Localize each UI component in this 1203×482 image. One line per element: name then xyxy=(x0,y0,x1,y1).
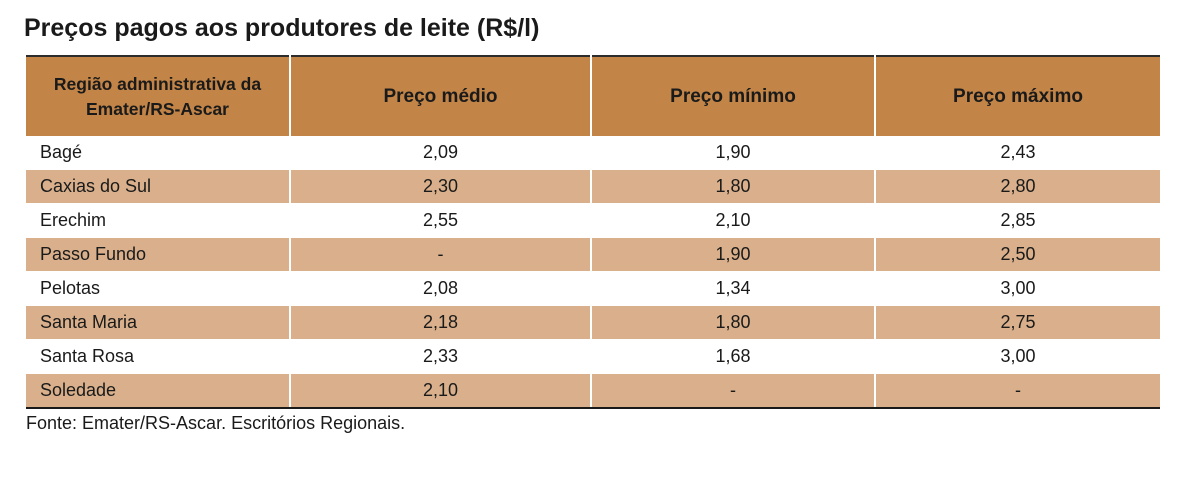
table-row: Caxias do Sul 2,30 1,80 2,80 xyxy=(26,169,1160,204)
cell-avg-price: 2,33 xyxy=(289,339,592,374)
cell-region: Soledade xyxy=(26,373,291,409)
page-title: Preços pagos aos produtores de leite (R$… xyxy=(24,14,540,42)
cell-avg-price: 2,10 xyxy=(289,373,592,409)
cell-avg-price: 2,08 xyxy=(289,271,592,306)
cell-avg-price: 2,18 xyxy=(289,305,592,340)
table-row: Passo Fundo - 1,90 2,50 xyxy=(26,237,1160,272)
cell-region: Caxias do Sul xyxy=(26,169,291,204)
price-table: Região administrativa da Emater/RS-Ascar… xyxy=(26,55,1160,409)
cell-min-price: 1,90 xyxy=(590,237,876,272)
source-note: Fonte: Emater/RS-Ascar. Escritórios Regi… xyxy=(26,413,406,433)
cell-region: Passo Fundo xyxy=(26,237,291,272)
cell-max-price: 2,80 xyxy=(874,169,1160,204)
header-max-price: Preço máximo xyxy=(874,56,1160,136)
cell-min-price: - xyxy=(590,373,876,409)
cell-region: Pelotas xyxy=(26,271,291,306)
cell-max-price: 2,50 xyxy=(874,237,1160,272)
cell-avg-price: - xyxy=(289,237,592,272)
cell-region: Santa Maria xyxy=(26,305,291,340)
cell-region: Santa Rosa xyxy=(26,339,291,374)
cell-avg-price: 2,09 xyxy=(289,136,592,170)
cell-min-price: 1,90 xyxy=(590,136,876,170)
table-row: Soledade 2,10 - - xyxy=(26,373,1160,409)
table-body: Bagé 2,09 1,90 2,43 Caxias do Sul 2,30 1… xyxy=(26,136,1160,409)
table-row: Santa Rosa 2,33 1,68 3,00 xyxy=(26,339,1160,374)
cell-min-price: 1,68 xyxy=(590,339,876,374)
table-row: Erechim 2,55 2,10 2,85 xyxy=(26,203,1160,238)
cell-max-price: 2,75 xyxy=(874,305,1160,340)
cell-max-price: 2,43 xyxy=(874,136,1160,170)
cell-region: Erechim xyxy=(26,203,291,238)
table-row: Santa Maria 2,18 1,80 2,75 xyxy=(26,305,1160,340)
table-row: Bagé 2,09 1,90 2,43 xyxy=(26,136,1160,170)
table-row: Pelotas 2,08 1,34 3,00 xyxy=(26,271,1160,306)
cell-min-price: 1,34 xyxy=(590,271,876,306)
cell-max-price: 2,85 xyxy=(874,203,1160,238)
cell-min-price: 1,80 xyxy=(590,169,876,204)
cell-avg-price: 2,55 xyxy=(289,203,592,238)
cell-avg-price: 2,30 xyxy=(289,169,592,204)
header-row: Região administrativa da Emater/RS-Ascar… xyxy=(26,56,1160,136)
cell-max-price: 3,00 xyxy=(874,339,1160,374)
table-header: Região administrativa da Emater/RS-Ascar… xyxy=(26,56,1160,136)
cell-max-price: - xyxy=(874,373,1160,409)
header-region: Região administrativa da Emater/RS-Ascar xyxy=(26,56,291,136)
cell-region: Bagé xyxy=(26,136,291,170)
cell-min-price: 1,80 xyxy=(590,305,876,340)
cell-max-price: 3,00 xyxy=(874,271,1160,306)
header-avg-price: Preço médio xyxy=(289,56,592,136)
header-min-price: Preço mínimo xyxy=(590,56,876,136)
cell-min-price: 2,10 xyxy=(590,203,876,238)
